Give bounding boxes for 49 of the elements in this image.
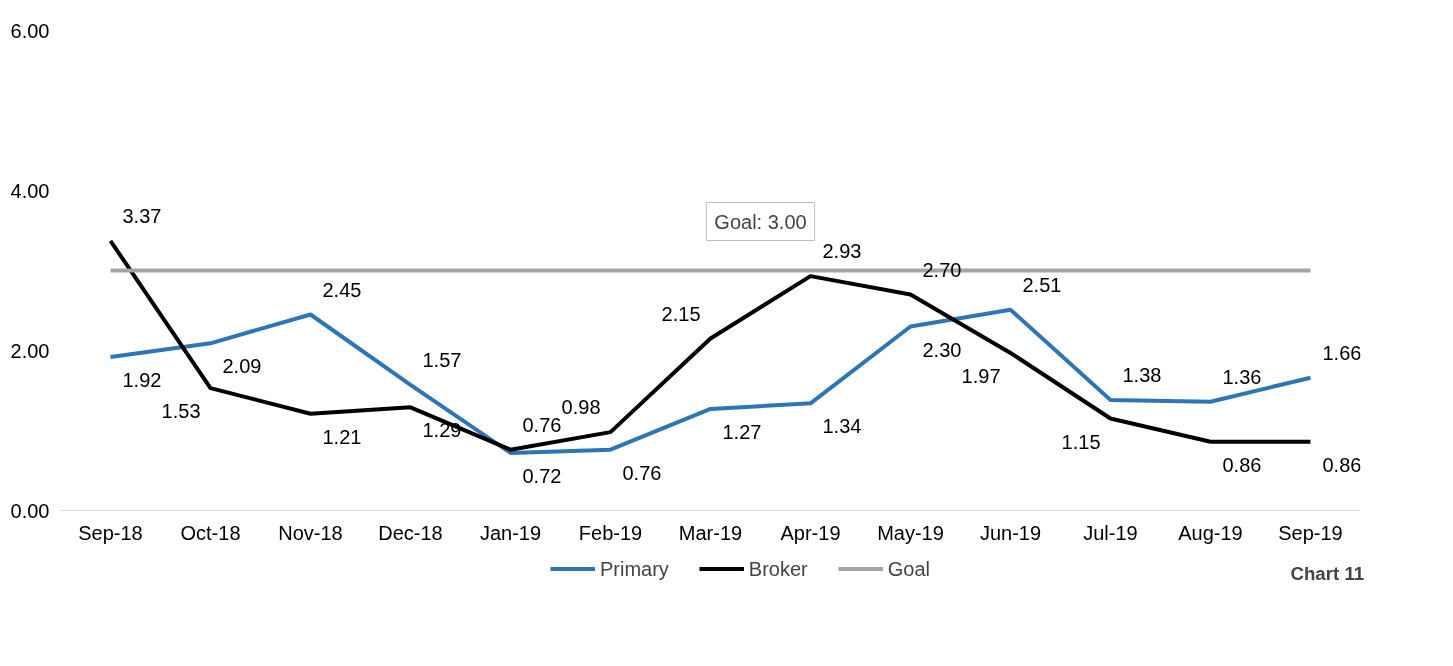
legend-label: Broker (748, 557, 808, 580)
line-series (108, 238, 1313, 452)
x-tick-label: Apr-19 (780, 521, 841, 544)
data-label: 0.76 (522, 413, 562, 436)
x-tick-label: Nov-18 (278, 521, 343, 544)
data-label: 3.37 (122, 204, 162, 227)
x-tick-label: Oct-18 (180, 521, 241, 544)
data-label: 0.98 (561, 396, 601, 419)
data-label: 1.92 (122, 368, 162, 391)
data-label: 0.76 (622, 461, 662, 484)
y-tick-label: 6.00 (10, 19, 50, 42)
data-label: 2.70 (922, 258, 962, 281)
data-label: 2.45 (322, 278, 362, 301)
x-tick-label: Dec-18 (378, 521, 443, 544)
data-label: 1.21 (322, 425, 362, 448)
data-label: 1.34 (822, 415, 862, 438)
y-tick-label: 0.00 (10, 499, 50, 522)
data-label: 2.09 (222, 355, 262, 378)
caption: Chart 11 (1290, 562, 1365, 584)
y-tick-label: 2.00 (10, 339, 50, 362)
annotation: Goal: 3.00 (714, 210, 807, 233)
x-tick-label: Jan-19 (479, 521, 542, 544)
data-label: 1.36 (1222, 365, 1262, 388)
x-tick-label: Aug-19 (1178, 521, 1243, 544)
data-label: 1.38 (1122, 364, 1162, 387)
data-label: 1.53 (161, 400, 201, 423)
x-tick-label: May-19 (877, 521, 944, 544)
x-tick-label: Sep-19 (1278, 521, 1343, 544)
line-series (108, 307, 1313, 455)
data-label: 1.27 (722, 420, 762, 443)
data-label: 1.57 (422, 348, 462, 371)
data-label: 2.93 (822, 240, 862, 263)
legend-label: Goal (887, 557, 931, 580)
data-label: 1.15 (1061, 430, 1101, 453)
x-tick-label: Feb-19 (578, 521, 643, 544)
data-label: 0.72 (522, 464, 562, 487)
x-tick-label: Sep-18 (78, 521, 143, 544)
x-tick-label: Jun-19 (979, 521, 1042, 544)
data-label: 1.97 (961, 364, 1001, 387)
x-tick-label: Jul-19 (1083, 521, 1138, 544)
data-label: 2.30 (922, 338, 962, 361)
legend-label: Primary (599, 557, 669, 580)
data-label: 0.86 (1222, 453, 1262, 476)
y-tick-label: 4.00 (10, 179, 50, 202)
x-tick-label: Mar-19 (678, 521, 743, 544)
data-label: 1.66 (1322, 341, 1362, 364)
data-label: 2.15 (661, 302, 701, 325)
data-label: 0.86 (1322, 453, 1362, 476)
data-label: 2.51 (1022, 273, 1062, 296)
